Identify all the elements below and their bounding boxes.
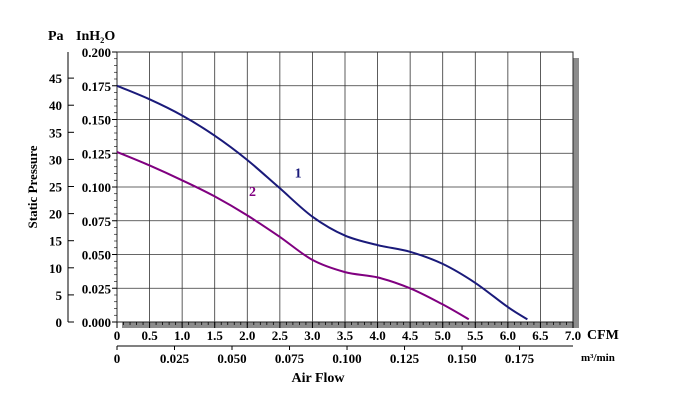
y-tick-label-pa: 45 (49, 71, 63, 86)
y-tick-label-pa: 15 (49, 234, 63, 249)
x-tick-label: 6.0 (500, 328, 516, 343)
y-tick-label-inh2o: 0.125 (82, 146, 112, 161)
series-label-1: 1 (295, 167, 302, 182)
x-tick-label: 2.0 (239, 328, 255, 343)
plot-shadow-bottom (122, 322, 579, 328)
x-tick-label: 0.5 (141, 328, 158, 343)
y-tick-label-inh2o: 0.200 (82, 45, 111, 60)
x-tick-label: 3.0 (304, 328, 320, 343)
x-tick-label-secondary: 0.025 (160, 351, 190, 366)
x-tick-label-secondary: 0.050 (217, 351, 246, 366)
series-line-2 (116, 150, 470, 321)
y-unit-right: InH₂O (76, 29, 115, 44)
y-tick-label-pa: 5 (56, 288, 63, 303)
tick-labels: 0 0.5 1.0 1.5 2.0 2.5 3.0 3.5 4.0 4.5 5.0 5.5 6.0 6.5… (49, 45, 581, 366)
x-tick-label-secondary: 0.125 (390, 351, 420, 366)
y-tick-label-inh2o: 0.175 (82, 79, 112, 94)
y-tick-label-inh2o: 0.025 (82, 281, 112, 296)
x-tick-label-secondary: 0.175 (505, 351, 535, 366)
y-tick-label-pa: 35 (49, 125, 63, 140)
x-tick-label: 1.0 (174, 328, 190, 343)
y-unit-left: Pa (48, 29, 64, 44)
x-tick-label-secondary: 0.075 (275, 351, 305, 366)
x-tick-label: 1.5 (207, 328, 224, 343)
x-tick-label-secondary: 0 (114, 351, 121, 366)
y-tick-label-inh2o: 0.150 (82, 113, 111, 128)
x-unit-secondary: m³/min (581, 352, 615, 364)
y-axis-title: Static Pressure (25, 145, 40, 228)
x-unit-primary: CFM (587, 328, 619, 343)
axis-ticks (67, 51, 574, 350)
y-tick-label-pa: 30 (49, 152, 62, 167)
y-tick-label-inh2o: 0.000 (82, 315, 111, 330)
x-tick-label: 5.0 (435, 328, 451, 343)
plot-shadow-right (573, 58, 579, 328)
y-tick-label-pa: 25 (49, 180, 63, 195)
x-tick-label: 5.5 (467, 328, 484, 343)
x-tick-label: 0 (114, 328, 121, 343)
series-line-1 (116, 84, 528, 321)
x-tick-label-secondary: 0.150 (447, 351, 476, 366)
y-tick-label-pa: 40 (49, 98, 62, 113)
series-layer: 12 (116, 84, 528, 321)
y-tick-label-inh2o: 0.050 (82, 248, 111, 263)
y-tick-label-pa: 20 (49, 207, 62, 222)
x-axis-title: Air Flow (291, 371, 345, 386)
x-tick-label: 4.0 (369, 328, 385, 343)
x-tick-label: 3.5 (337, 328, 354, 343)
x-tick-label: 4.5 (402, 328, 419, 343)
x-tick-label-secondary: 0.100 (332, 351, 361, 366)
y-tick-label-inh2o: 0.075 (82, 214, 112, 229)
series-label-2: 2 (249, 185, 256, 200)
x-tick-label: 6.5 (532, 328, 549, 343)
y-tick-label-pa: 0 (56, 315, 63, 330)
x-tick-label: 7.0 (565, 328, 581, 343)
y-tick-label-pa: 10 (49, 261, 62, 276)
y-tick-label-inh2o: 0.100 (82, 180, 111, 195)
x-tick-label: 2.5 (272, 328, 289, 343)
